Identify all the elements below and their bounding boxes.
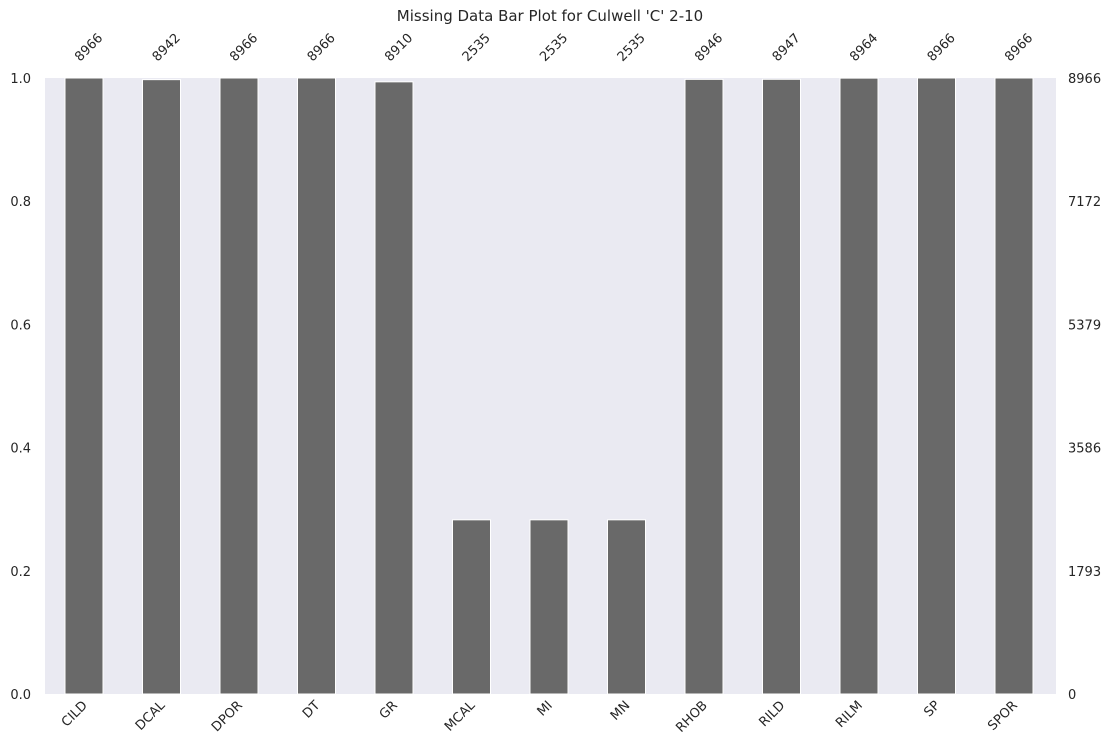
bar: [994, 77, 1034, 695]
bar: [297, 77, 336, 695]
count-labels-group: 8966 8942 8966 8966 8910 2535 2535 2535 8946 8947…: [72, 31, 1036, 65]
bar: [64, 77, 104, 695]
left-y-tick-label: 0.4: [10, 442, 31, 457]
right-y-tick-label: 0: [1068, 688, 1076, 703]
x-axis-labels-group: CILD DCAL DPOR DT GR MCAL MI MN RHOB RILD RILM SP SP…: [59, 698, 1021, 736]
bar: [219, 77, 259, 695]
bar-count-label: 2535: [615, 31, 649, 65]
bars-group: [64, 77, 1034, 695]
bar-count-label: 8966: [305, 31, 339, 65]
x-tick-label: SP: [921, 698, 943, 720]
right-axis-ticks-group: 0 1793 3586 5379 7172 8966: [1068, 72, 1101, 703]
bar: [917, 77, 956, 695]
x-tick-label: DPOR: [209, 698, 246, 735]
bar-count-label: 8966: [925, 31, 959, 65]
bar-count-label: 8910: [382, 31, 416, 65]
right-y-tick-label: 1793: [1068, 565, 1101, 580]
x-tick-label: RILM: [833, 698, 866, 731]
bar: [452, 519, 491, 695]
x-tick-label: GR: [377, 698, 401, 722]
x-tick-label: MI: [535, 698, 556, 719]
bar-count-label: 8966: [72, 31, 106, 65]
bar-count-label: 8946: [692, 31, 726, 65]
bar-count-label: 8942: [150, 31, 184, 65]
bar: [762, 78, 801, 695]
bar: [142, 79, 181, 695]
bar-count-label: 2535: [460, 31, 494, 65]
x-tick-label: DT: [300, 698, 323, 721]
left-y-tick-label: 0.6: [10, 318, 31, 333]
left-y-tick-label: 0.2: [10, 565, 31, 580]
left-y-tick-label: 1.0: [10, 72, 31, 87]
x-tick-label: RILD: [756, 698, 788, 730]
x-tick-label: DCAL: [133, 698, 169, 734]
left-y-tick-label: 0.0: [10, 688, 31, 703]
bar: [684, 78, 724, 695]
right-y-tick-label: 3586: [1068, 442, 1101, 457]
bar-count-label: 2535: [537, 31, 571, 65]
right-y-tick-label: 8966: [1068, 72, 1101, 87]
right-y-tick-label: 5379: [1068, 318, 1101, 333]
bar: [607, 519, 646, 695]
x-tick-label: RHOB: [673, 698, 710, 735]
bar-count-label: 8966: [227, 31, 261, 65]
bar-count-label: 8964: [847, 31, 881, 65]
bar: [374, 81, 414, 695]
bar: [529, 519, 569, 695]
bar: [839, 77, 879, 695]
chart-title: Missing Data Bar Plot for Culwell 'C' 2-…: [397, 7, 703, 25]
bar-count-label: 8966: [1002, 31, 1036, 65]
left-axis-ticks-group: 0.0 0.2 0.4 0.6 0.8 1.0: [10, 72, 31, 703]
x-tick-label: CILD: [59, 698, 91, 730]
left-y-tick-label: 0.8: [10, 195, 31, 210]
x-tick-label: MCAL: [442, 698, 479, 735]
x-tick-label: MN: [608, 698, 633, 723]
bar-count-label: 8947: [770, 31, 804, 65]
x-tick-label: SPOR: [985, 698, 1021, 734]
right-y-tick-label: 7172: [1068, 195, 1101, 210]
